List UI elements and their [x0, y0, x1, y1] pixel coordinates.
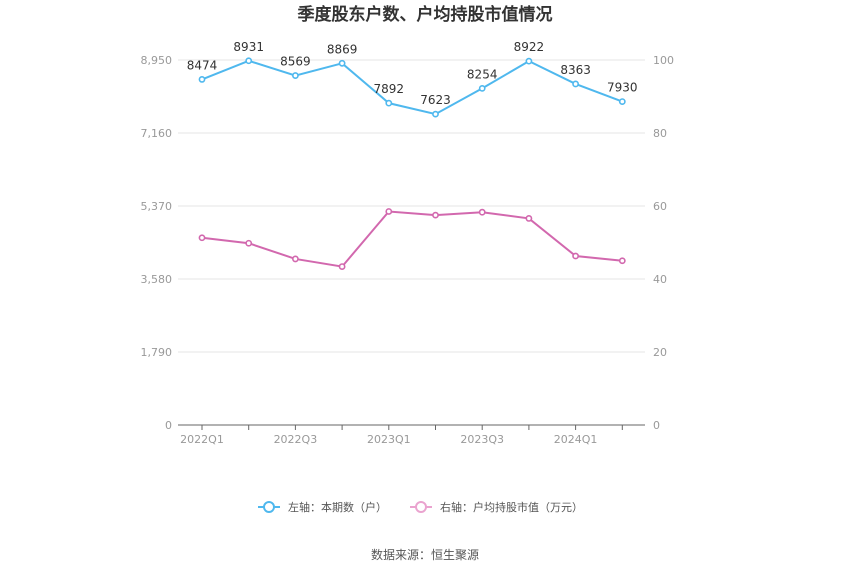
grid: [178, 59, 645, 353]
series-1-point: [432, 110, 439, 118]
series: [198, 57, 626, 270]
x-tick-label: 2023Q3: [460, 433, 504, 446]
left-tick-label: 5,370: [141, 200, 173, 213]
series-1-point: [338, 59, 346, 67]
left-tick-label: 8,950: [141, 54, 173, 67]
legend-marker: [415, 501, 427, 513]
series-line-2: [201, 210, 623, 268]
data-labels: 8474 8931 8569 8869 7892 7623 8254 8922 8363 7930: [187, 40, 638, 107]
legend-item-label: 左轴：本期数（户）: [288, 500, 387, 514]
data-label: 7892: [374, 82, 405, 96]
series-2-point: [525, 215, 533, 222]
data-label: 8869: [327, 42, 358, 56]
right-tick-label: 20: [653, 346, 667, 359]
left-tick-label: 7,160: [141, 127, 173, 140]
data-label: 8931: [233, 40, 264, 54]
series-1-point: [478, 84, 486, 92]
series-1-point: [618, 98, 626, 105]
left-tick-label: 1,790: [141, 346, 173, 359]
series-1-point: [291, 72, 299, 79]
data-label: 7930: [607, 81, 638, 95]
legend[interactable]: 左轴：本期数（户） 右轴：户均持股市值（万元）: [258, 500, 583, 514]
x-tick-label: 2022Q3: [274, 433, 318, 446]
series-2-point: [291, 255, 299, 263]
data-label: 8254: [467, 67, 498, 81]
series-2-point: [572, 252, 579, 260]
source-note: 数据来源：恒生聚源: [371, 547, 479, 562]
legend-item-label: 右轴：户均持股市值（万元）: [440, 500, 583, 514]
series-2-point: [618, 257, 626, 265]
right-tick-label: 40: [653, 273, 667, 286]
chart-title: 季度股东户数、户均持股市值情况: [298, 4, 553, 25]
right-tick-label: 100: [653, 54, 674, 67]
series-1-point: [525, 57, 533, 65]
right-tick-label: 60: [653, 200, 667, 213]
data-label: 8569: [280, 55, 311, 69]
series-2-point: [478, 208, 486, 216]
x-tick-label: 2022Q1: [180, 433, 224, 446]
series-line-1: [201, 59, 623, 116]
data-label: 8363: [560, 63, 591, 77]
series-1-point: [572, 80, 579, 88]
x-tick-label: 2023Q1: [367, 433, 411, 446]
data-label: 8474: [187, 58, 218, 72]
series-2-point: [198, 234, 206, 242]
data-label: 8922: [514, 40, 545, 54]
x-tick-label: 2024Q1: [554, 433, 598, 446]
series-1-point: [198, 76, 206, 83]
axes: 0 0 1,790 20 3,580 40 5,370 60 7,160 80 8,950 100 20…: [141, 54, 675, 446]
data-label: 7623: [420, 93, 451, 107]
left-tick-label: 0: [165, 419, 172, 432]
left-tick-label: 3,580: [141, 273, 173, 286]
legend-marker: [263, 501, 275, 513]
series-2-point: [338, 263, 346, 270]
series-1-point: [245, 57, 253, 65]
right-tick-label: 80: [653, 127, 667, 140]
series-2-point: [432, 211, 439, 219]
series-2-point: [385, 208, 393, 215]
series-2-point: [245, 239, 253, 247]
right-tick-label: 0: [653, 419, 660, 432]
series-1-point: [385, 99, 393, 107]
